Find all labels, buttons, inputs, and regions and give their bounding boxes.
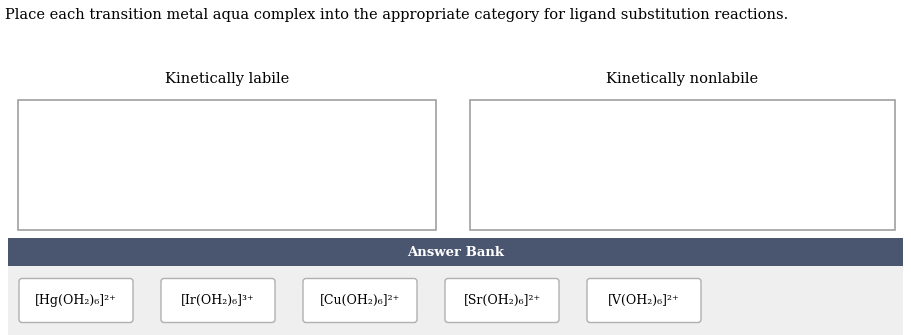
Bar <box>8 266 903 335</box>
Text: Kinetically nonlabile: Kinetically nonlabile <box>607 72 759 86</box>
Text: [Hg(OH₂)₆]²⁺: [Hg(OH₂)₆]²⁺ <box>36 294 117 307</box>
Text: Place each transition metal aqua complex into the appropriate category for ligan: Place each transition metal aqua complex… <box>5 8 788 22</box>
Text: Answer Bank: Answer Bank <box>407 246 504 259</box>
FancyBboxPatch shape <box>445 278 559 323</box>
Bar <box>8 238 903 266</box>
Text: [Ir(OH₂)₆]³⁺: [Ir(OH₂)₆]³⁺ <box>181 294 255 307</box>
Text: [Sr(OH₂)₆]²⁺: [Sr(OH₂)₆]²⁺ <box>464 294 540 307</box>
Text: [V(OH₂)₆]²⁺: [V(OH₂)₆]²⁺ <box>609 294 680 307</box>
Bar <box>18 100 436 230</box>
Text: [Cu(OH₂)₆]²⁺: [Cu(OH₂)₆]²⁺ <box>320 294 400 307</box>
FancyBboxPatch shape <box>161 278 275 323</box>
Text: Kinetically labile: Kinetically labile <box>165 72 289 86</box>
FancyBboxPatch shape <box>303 278 417 323</box>
FancyBboxPatch shape <box>587 278 701 323</box>
Bar <box>470 100 895 230</box>
FancyBboxPatch shape <box>19 278 133 323</box>
